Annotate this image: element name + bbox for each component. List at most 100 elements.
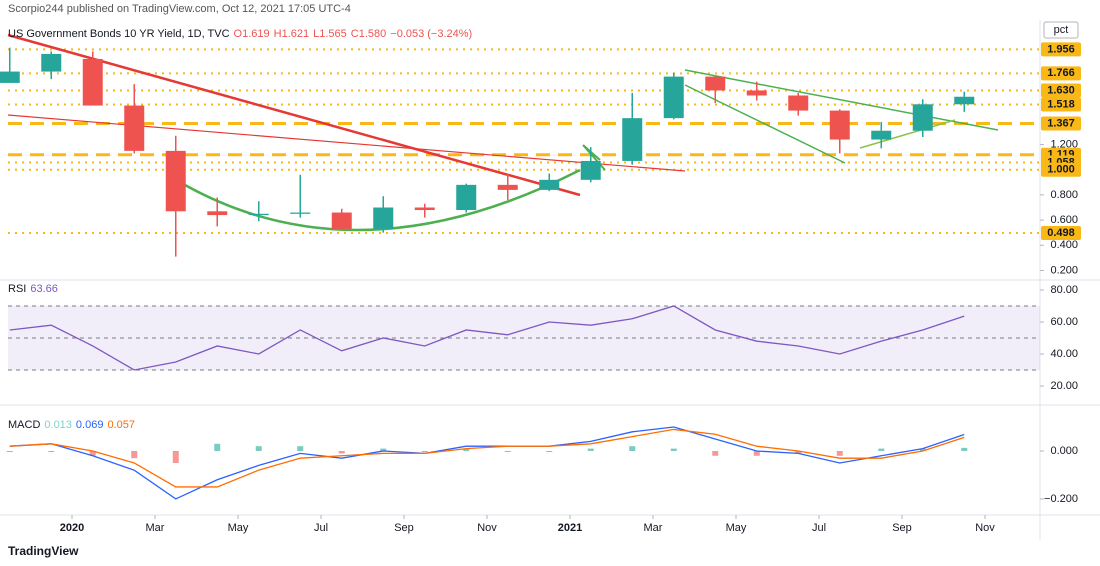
histogram-bar [255,446,262,451]
candle-body [331,212,352,229]
candle-body [912,104,933,131]
x-tick-label: Nov [975,522,995,534]
quote-item: H1.621 [273,28,310,40]
candle-body [41,53,62,72]
y-tick-label: −0.200 [1044,493,1078,505]
level-label-box [1041,83,1081,98]
unit-label: pct [1054,24,1069,36]
histogram-bar [919,448,926,451]
x-tick-label: Nov [477,522,497,534]
histogram-bar [297,446,304,451]
histogram-bar [670,448,677,451]
histogram-bar [131,450,138,459]
y-tick-label: 0.200 [1050,264,1078,276]
candle-body [248,213,269,216]
quote: O1.619 H1.621 L1.565 C1.580 −0.053 (−3.24%) [234,28,477,40]
candle-body [124,105,145,151]
candle-body [290,212,311,214]
level-label: 0.498 [1047,227,1075,239]
candle-body [663,76,684,119]
macd-title: MACD [8,419,41,431]
x-tick-label: Mar [146,522,165,534]
histogram-value: 0.013 [44,419,72,431]
quote-item: C1.580 [350,28,387,40]
level-label: 1.956 [1047,43,1075,55]
signal-value: 0.057 [107,419,135,431]
candle-body [414,207,435,211]
histogram-bar [338,450,345,454]
histogram-bar [795,450,802,454]
trend-line [7,114,686,172]
y-tick-label: 0.000 [1050,445,1078,457]
macd-line [9,426,965,500]
histogram-bar [48,450,55,452]
candle-body [746,90,767,96]
level-label-box [1041,97,1081,112]
cup-pattern [184,168,581,232]
candle-body [456,184,477,211]
level-label-box [1041,162,1081,177]
candle-body [871,130,892,140]
histogram-bar [89,450,96,456]
y-tick-label: 60.00 [1050,316,1078,328]
level-label: 1.518 [1047,98,1075,110]
x-tick-label: 2021 [558,522,582,534]
price-legend: US Government Bonds 10 YR Yield, 1D, TVC… [8,28,480,40]
x-tick-label: Jul [812,522,826,534]
candle-body [539,179,560,190]
histogram-bar [504,450,511,452]
y-tick-label: 0.400 [1050,239,1078,251]
candle-body [829,110,850,140]
histogram-bar [629,446,636,451]
histogram-bar [753,450,760,456]
rsi-line [9,305,965,371]
price-title: US Government Bonds 10 YR Yield, 1D, TVC [8,28,230,40]
candle-body [373,207,394,229]
histogram-bar [380,448,387,451]
candle-body [954,96,975,105]
candle-body [0,71,20,83]
histogram-bar [961,447,968,451]
rsi-legend: RSI 63.66 [8,283,62,295]
level-label-box [1041,116,1081,131]
x-tick-label: May [726,522,747,534]
x-tick-label: Jul [314,522,328,534]
histogram-bar [214,443,221,451]
candle-body [580,160,601,180]
y-tick-label: 0.800 [1050,189,1078,201]
quote-item: O1.619 [233,28,270,40]
histogram-bar [463,448,470,451]
support-line [859,119,956,149]
channel-line [684,69,999,131]
candle-body [705,76,726,91]
y-tick-label: 1.200 [1050,138,1078,150]
unit-box [1043,21,1079,39]
quote-item: −0.053 (−3.24%) [390,28,473,40]
level-label-box [1041,66,1081,81]
publisher-header: Scorpio244 published on TradingView.com,… [8,3,351,15]
level-label: 1.000 [1047,164,1075,176]
y-tick-label: 40.00 [1050,348,1078,360]
candle-body [622,118,643,161]
histogram-bar [546,450,553,452]
signal-line [9,428,965,488]
x-tick-label: Sep [892,522,912,534]
histogram-bar [587,448,594,451]
histogram-bar [6,450,13,452]
histogram-bar [836,450,843,456]
footer-logo: TradingView [8,544,79,558]
candle-body [788,95,809,111]
y-tick-label: 0.600 [1050,214,1078,226]
macd-value: 0.069 [75,419,104,431]
rsi-value: 63.66 [30,283,58,295]
histogram-bar [172,450,179,463]
histogram-bar [421,450,428,452]
level-label-box [1041,42,1081,57]
candle-body [82,58,103,106]
channel-line [684,84,846,164]
level-label: 1.367 [1047,117,1075,129]
x-tick-label: May [228,522,249,534]
level-label-box [1041,225,1081,240]
